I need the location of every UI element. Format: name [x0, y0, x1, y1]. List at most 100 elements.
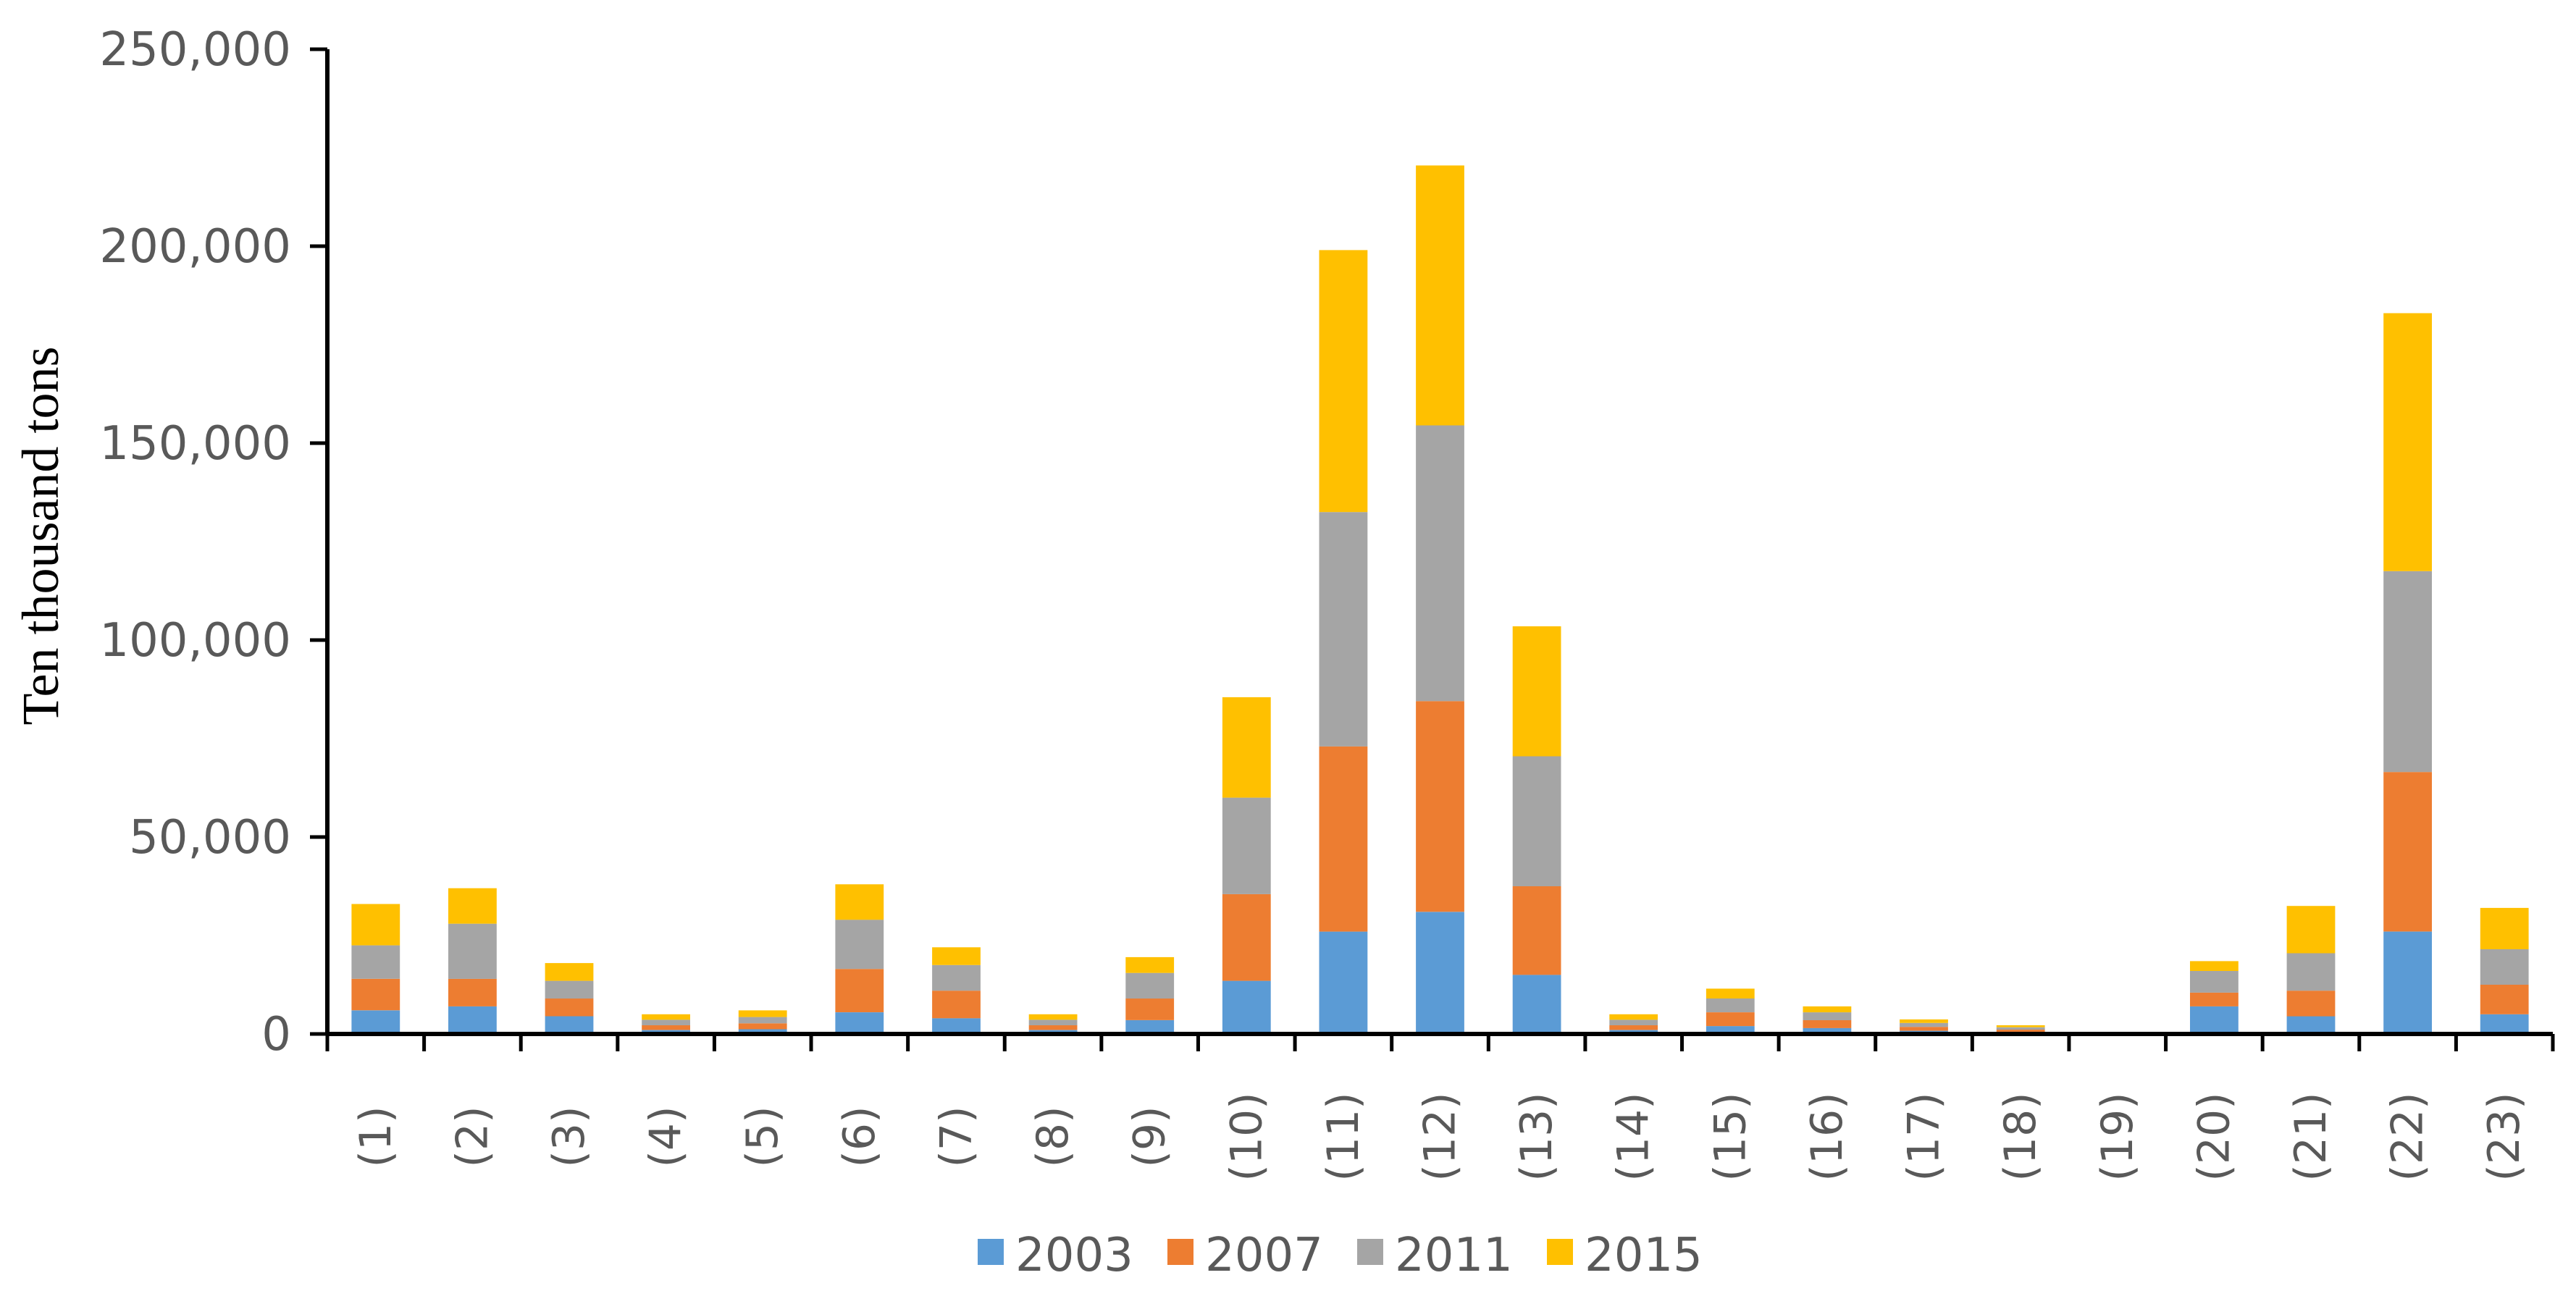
- bar-2011-cat-22: [2383, 571, 2432, 773]
- legend-swatch-2003: [978, 1239, 1004, 1265]
- bar-2003-cat-20: [2190, 1006, 2239, 1034]
- bar-2011-cat-14: [1609, 1019, 1658, 1025]
- bar-2011-cat-4: [642, 1019, 690, 1025]
- bar-2003-cat-13: [1512, 975, 1561, 1034]
- bar-2003-cat-1: [351, 1010, 400, 1034]
- bar-2007-cat-16: [1803, 1020, 1852, 1028]
- bar-2007-cat-8: [1028, 1025, 1078, 1030]
- bar-2007-cat-13: [1512, 886, 1561, 975]
- bar-2003-cat-21: [2286, 1016, 2336, 1034]
- bar-2007-cat-4: [642, 1025, 690, 1030]
- bar-2011-cat-7: [932, 964, 981, 991]
- x-tick-label: (19): [2092, 1092, 2143, 1181]
- bar-2011-cat-10: [1222, 797, 1271, 894]
- y-tick-label: 250,000: [99, 23, 291, 77]
- bar-2007-cat-15: [1706, 1012, 1755, 1027]
- y-axis-title: Ten thousand tons: [12, 347, 70, 726]
- bar-2015-cat-11: [1319, 250, 1368, 513]
- bar-2015-cat-15: [1706, 988, 1755, 998]
- bar-2011-cat-8: [1028, 1019, 1078, 1025]
- bar-2003-cat-10: [1222, 980, 1271, 1034]
- legend: 2003 2007 2011 2015: [978, 1229, 1703, 1282]
- bar-2007-cat-1: [351, 978, 400, 1011]
- x-tick-label: (14): [1608, 1092, 1659, 1181]
- bar-2015-cat-4: [642, 1014, 690, 1020]
- bar-2007-cat-11: [1319, 746, 1368, 932]
- bar-2003-cat-3: [545, 1016, 594, 1034]
- legend-label-2015: 2015: [1585, 1229, 1703, 1282]
- bar-2011-cat-21: [2286, 953, 2336, 991]
- legend-swatch-2015: [1547, 1239, 1573, 1265]
- bar-2015-cat-12: [1416, 165, 1464, 426]
- y-tick-label: 0: [261, 1008, 291, 1061]
- bar-2007-cat-20: [2190, 992, 2239, 1006]
- x-tick-label: (12): [1415, 1092, 1466, 1181]
- bar-2015-cat-13: [1512, 626, 1561, 757]
- bar-2011-cat-9: [1125, 972, 1175, 999]
- bar-2011-cat-12: [1416, 425, 1464, 702]
- x-tick-label: (10): [1221, 1092, 1272, 1181]
- x-tick-label: (8): [1028, 1106, 1078, 1168]
- x-tick-label: (4): [641, 1106, 692, 1168]
- bar-2011-cat-23: [2480, 949, 2529, 985]
- legend-label-2011: 2011: [1395, 1229, 1513, 1282]
- bar-2007-cat-3: [545, 998, 594, 1017]
- bar-2015-cat-8: [1028, 1014, 1078, 1020]
- bar-2003-cat-11: [1319, 931, 1368, 1034]
- bar-2015-cat-18: [1996, 1025, 2045, 1027]
- x-tick-label: (20): [2189, 1092, 2239, 1181]
- x-tick-label: (18): [1995, 1092, 2046, 1181]
- bar-2011-cat-5: [738, 1017, 787, 1024]
- y-tick-label: 200,000: [99, 220, 291, 274]
- bar-2011-cat-3: [545, 980, 594, 999]
- x-tick-label: (9): [1125, 1106, 1175, 1168]
- bar-2011-cat-16: [1803, 1012, 1852, 1020]
- bar-2003-cat-5: [738, 1029, 787, 1034]
- bar-2011-cat-17: [1900, 1022, 1948, 1027]
- x-tick-label: (7): [931, 1106, 982, 1168]
- bar-2015-cat-22: [2383, 313, 2432, 571]
- bar-2007-cat-23: [2480, 985, 2529, 1014]
- bar-2015-cat-7: [932, 947, 981, 965]
- legend-swatch-2007: [1167, 1239, 1193, 1265]
- bar-2011-cat-1: [351, 945, 400, 979]
- category-labels: (1) (2) (3) (4) (5) (6) (7) (8) (9) (10) (11) (12) (…: [351, 1092, 2530, 1181]
- bar-2015-cat-10: [1222, 697, 1271, 798]
- bar-2003-cat-23: [2480, 1014, 2529, 1034]
- x-tick-label: (13): [1511, 1092, 1562, 1181]
- x-tick-label: (11): [1318, 1092, 1369, 1181]
- bars-layer: [351, 165, 2529, 1034]
- bar-2015-cat-23: [2480, 907, 2529, 949]
- bar-2007-cat-7: [932, 991, 981, 1019]
- x-tick-label: (1): [351, 1106, 401, 1168]
- y-tick-label: 100,000: [99, 614, 291, 668]
- bar-2003-cat-22: [2383, 931, 2432, 1034]
- bar-2015-cat-9: [1125, 956, 1175, 973]
- bar-2007-cat-5: [738, 1023, 787, 1030]
- x-tick-label: (2): [447, 1106, 498, 1168]
- bar-2007-cat-21: [2286, 991, 2336, 1017]
- bar-2007-cat-2: [448, 978, 497, 1006]
- legend-label-2003: 2003: [1015, 1229, 1133, 1282]
- bar-2015-cat-14: [1609, 1014, 1658, 1020]
- bar-2007-cat-14: [1609, 1025, 1658, 1030]
- bar-2015-cat-5: [738, 1010, 787, 1017]
- y-tick-label: 50,000: [129, 811, 291, 865]
- bar-2011-cat-18: [1996, 1027, 2045, 1030]
- bar-2011-cat-6: [835, 920, 884, 970]
- bar-2015-cat-20: [2190, 961, 2239, 971]
- bar-2015-cat-6: [835, 884, 884, 920]
- bar-2015-cat-1: [351, 904, 400, 946]
- x-tick-label: (15): [1705, 1092, 1755, 1181]
- bar-2003-cat-7: [932, 1018, 981, 1034]
- x-tick-label: (3): [544, 1106, 595, 1168]
- bar-2007-cat-6: [835, 969, 884, 1012]
- bar-2007-cat-17: [1900, 1027, 1948, 1031]
- bar-2003-cat-6: [835, 1012, 884, 1034]
- bar-2011-cat-13: [1512, 756, 1561, 886]
- bar-2003-cat-12: [1416, 912, 1464, 1034]
- bar-2015-cat-21: [2286, 906, 2336, 954]
- bar-2007-cat-22: [2383, 772, 2432, 932]
- x-tick-label: (5): [737, 1106, 788, 1168]
- x-tick-label: (23): [2479, 1092, 2530, 1181]
